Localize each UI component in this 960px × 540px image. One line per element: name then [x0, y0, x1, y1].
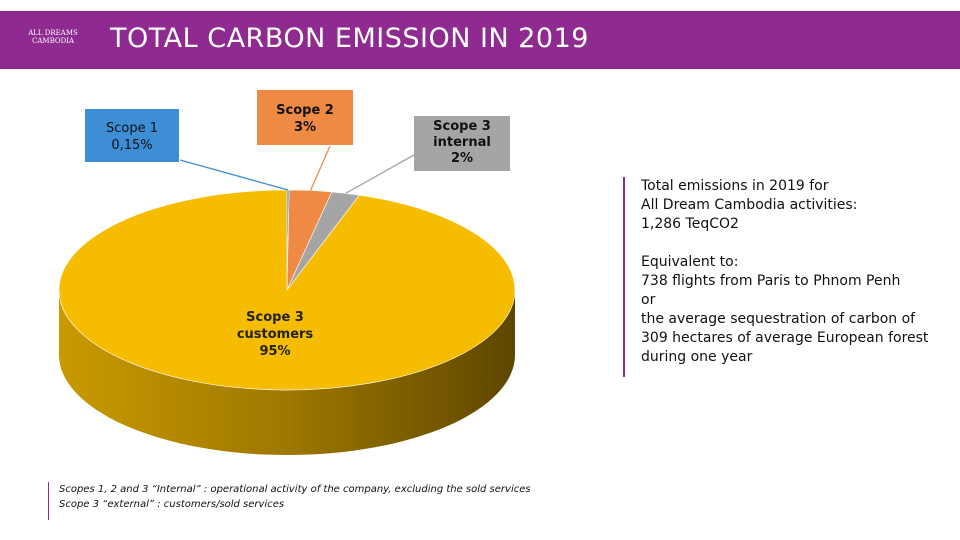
- label-scope1: Scope 1 0,15%: [84, 108, 180, 163]
- label-scope1-name: Scope 1: [105, 121, 158, 136]
- info-line: Equivalent to:: [641, 254, 739, 270]
- label-scope3i-value: 2%: [450, 151, 474, 166]
- label-scope1-value: 0,15%: [111, 138, 153, 153]
- info-line: 738 flights from Paris to Phnom Penh: [641, 273, 901, 289]
- label-scope2-name: Scope 2: [276, 103, 334, 118]
- emissions-summary: Total emissions in 2019 for All Dream Ca…: [623, 177, 928, 377]
- label-scope3-customers: Scope 3 customers 95%: [220, 309, 330, 360]
- label-scope3c-name: Scope 3: [246, 310, 304, 325]
- label-scope3i-sub: internal: [433, 135, 491, 150]
- leader-line: [345, 154, 415, 194]
- label-scope3-internal: Scope 3 internal 2%: [414, 116, 510, 171]
- label-scope3c-value: 95%: [259, 344, 291, 359]
- info-line: the average sequestration of carbon of: [641, 311, 916, 327]
- info-line: All Dream Cambodia activities:: [641, 197, 858, 213]
- pie-side: [59, 290, 515, 455]
- leader-line: [179, 159, 289, 191]
- footnote: Scopes 1, 2 and 3 “Internal” : operation…: [48, 482, 531, 520]
- company-logo: ALL DREAMS CAMBODIA: [28, 29, 78, 45]
- info-line: during one year: [641, 349, 753, 365]
- info-line: or: [641, 292, 656, 308]
- info-line: Total emissions in 2019 for: [641, 178, 829, 194]
- footnote-line: Scopes 1, 2 and 3 “Internal” : operation…: [59, 484, 531, 495]
- info-line: 309 hectares of average European forest: [641, 330, 929, 346]
- label-scope2: Scope 2 3%: [257, 90, 353, 145]
- label-scope2-value: 3%: [293, 120, 317, 135]
- label-scope3c-sub: customers: [236, 327, 314, 342]
- page-title: TOTAL CARBON EMISSION IN 2019: [110, 23, 589, 54]
- leader-line: [309, 145, 331, 191]
- info-total: 1,286 TeqCO2: [641, 216, 739, 232]
- pie-slice-scope-3-customers: [58, 189, 516, 391]
- footnote-line: Scope 3 “external” : customers/sold serv…: [59, 499, 285, 510]
- title-bar: ALL DREAMS CAMBODIA TOTAL CARBON EMISSION…: [0, 11, 960, 69]
- label-scope3i-name: Scope 3: [433, 119, 491, 134]
